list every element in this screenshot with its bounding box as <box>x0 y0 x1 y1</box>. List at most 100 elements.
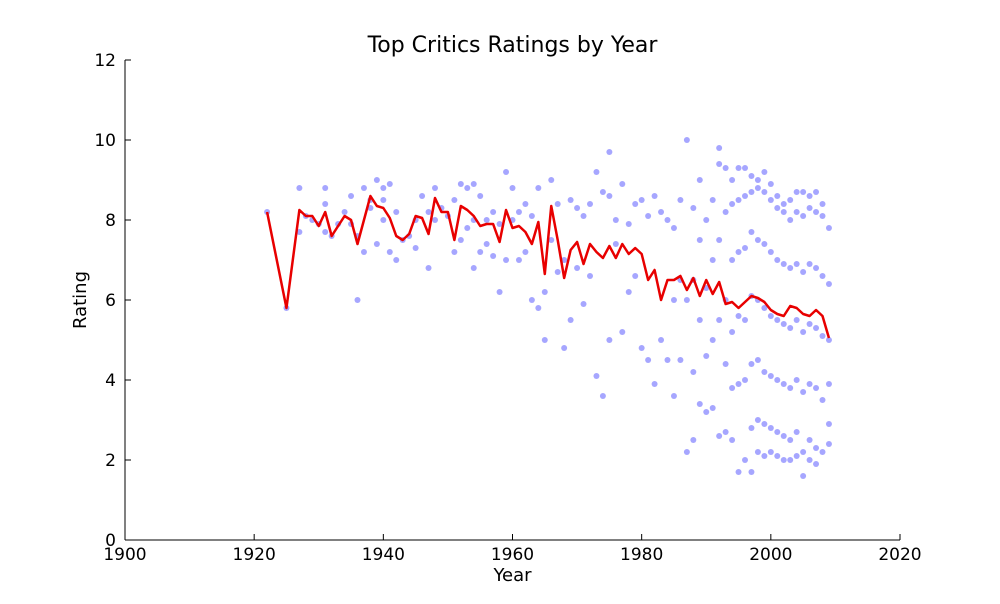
scatter-point <box>367 205 374 211</box>
scatter-point <box>813 265 820 271</box>
scatter-point <box>651 381 658 387</box>
scatter-point <box>813 325 820 331</box>
scatter-point <box>793 453 800 459</box>
scatter-point <box>567 317 574 323</box>
scatter-point <box>742 317 748 323</box>
scatter-point <box>386 181 393 187</box>
x-axis-label: Year <box>492 565 532 586</box>
scatter-point <box>432 185 438 191</box>
scatter-point <box>574 205 581 211</box>
scatter-point <box>709 257 716 263</box>
scatter-point <box>716 237 723 243</box>
scatter-point <box>638 345 645 351</box>
scatter-point <box>703 217 710 223</box>
x-tick-label: 2000 <box>749 545 792 565</box>
scatter-point <box>716 161 723 167</box>
scatter-point <box>761 305 768 311</box>
scatter-point <box>380 197 387 203</box>
scatter-point <box>813 209 820 215</box>
scatter-point <box>664 217 671 223</box>
scatter-point <box>703 409 710 415</box>
scatter-point <box>496 221 503 227</box>
scatter-point <box>658 209 665 215</box>
scatter-point <box>432 217 438 223</box>
scatter-point <box>651 193 658 199</box>
scatter-point <box>800 213 807 219</box>
scatter-point <box>632 273 639 279</box>
scatter-point <box>748 469 755 475</box>
scatter-point <box>619 181 626 187</box>
scatter-point <box>477 249 484 255</box>
scatter-point <box>787 265 794 271</box>
scatter-point <box>787 457 794 463</box>
scatter-point <box>658 337 665 343</box>
scatter-point <box>574 265 581 271</box>
scatter-point <box>541 289 548 295</box>
scatter-point <box>780 321 787 327</box>
y-tick-label: 6 <box>105 291 116 311</box>
scatter-point <box>599 189 606 195</box>
y-tick-label: 0 <box>105 531 116 551</box>
scatter-point <box>742 193 748 199</box>
x-tick-label: 1920 <box>233 545 276 565</box>
scatter-point <box>729 329 736 335</box>
scatter-point <box>754 357 761 363</box>
scatter-point <box>806 457 813 463</box>
scatter-point <box>535 185 542 191</box>
scatter-point <box>793 429 800 435</box>
scatter-point <box>554 269 561 275</box>
scatter-point <box>819 201 826 207</box>
x-tick-label: 1960 <box>491 545 534 565</box>
scatter-point <box>490 209 497 215</box>
scatter-point <box>683 449 690 455</box>
scatter-point <box>664 357 671 363</box>
x-tick-label: 1900 <box>103 545 146 565</box>
scatter-point <box>767 449 774 455</box>
scatter-point <box>819 273 826 279</box>
scatter-point <box>793 317 800 323</box>
scatter-point <box>748 229 755 235</box>
scatter-point <box>716 317 723 323</box>
scatter-point <box>716 145 723 151</box>
scatter-point <box>322 185 329 191</box>
scatter-point <box>522 201 529 207</box>
scatter-point <box>457 181 464 187</box>
scatter-point <box>470 265 477 271</box>
scatter-point <box>806 193 813 199</box>
scatter-point <box>787 385 794 391</box>
scatter-point <box>690 437 697 443</box>
scatter-point <box>754 185 761 191</box>
scatter-point <box>348 193 355 199</box>
scatter-point <box>360 249 367 255</box>
scatter-point <box>787 325 794 331</box>
scatter-point <box>735 469 742 475</box>
scatter-point <box>457 237 464 243</box>
scatter-point <box>754 177 761 183</box>
scatter-point <box>470 181 477 187</box>
scatter-point <box>761 169 768 175</box>
scatter-point <box>761 369 768 375</box>
scatter-point <box>813 385 820 391</box>
scatter-point <box>606 149 613 155</box>
y-axis-label: Rating <box>70 271 91 329</box>
scatter-point <box>825 421 832 427</box>
scatter-point <box>696 177 703 183</box>
scatter-point <box>509 185 516 191</box>
scatter-point <box>793 261 800 267</box>
scatter-point <box>490 253 497 259</box>
scatter-point <box>393 209 400 215</box>
scatter-point <box>722 165 729 171</box>
x-tick-label: 1980 <box>620 545 663 565</box>
average-rating-line <box>265 194 831 339</box>
scatter-point <box>819 333 826 339</box>
scatter-point <box>645 357 652 363</box>
scatter-point <box>742 245 748 251</box>
scatter-point <box>683 137 690 143</box>
scatter-point <box>322 229 329 235</box>
scatter-point <box>793 209 800 215</box>
scatter-point <box>593 373 600 379</box>
scatter-point <box>709 337 716 343</box>
scatter-point <box>806 437 813 443</box>
scatter-point <box>567 197 574 203</box>
